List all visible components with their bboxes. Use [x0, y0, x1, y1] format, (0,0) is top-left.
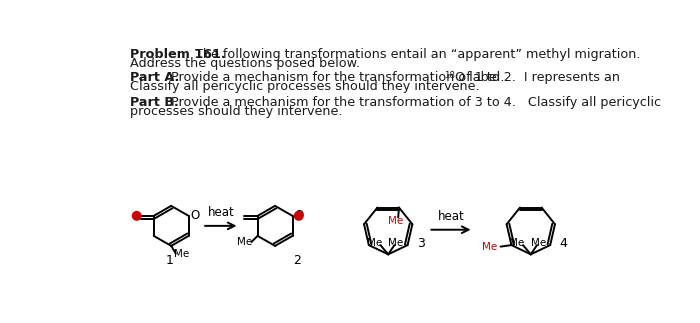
Text: Problem 161.: Problem 161.: [130, 48, 225, 61]
Text: 2: 2: [293, 254, 301, 266]
Text: 4: 4: [559, 237, 567, 250]
Text: Address the questions posed below.: Address the questions posed below.: [130, 57, 360, 70]
Text: The following transformations entail an “apparent” methyl migration.: The following transformations entail an …: [190, 48, 640, 61]
Text: O: O: [190, 209, 199, 222]
Text: Part A.: Part A.: [130, 71, 179, 84]
Text: Me: Me: [237, 237, 253, 247]
Text: Provide a mechanism for the transformation of 3 to 4.   Classify all pericyclic: Provide a mechanism for the transformati…: [163, 96, 662, 109]
Text: Me: Me: [531, 238, 546, 248]
Text: Me: Me: [367, 238, 382, 248]
Text: Part B.: Part B.: [130, 96, 179, 109]
Text: Me: Me: [389, 238, 404, 248]
Text: Me: Me: [482, 242, 497, 252]
Text: Me: Me: [174, 249, 189, 259]
Circle shape: [132, 212, 141, 220]
Text: heat: heat: [207, 206, 234, 219]
Circle shape: [295, 212, 303, 220]
Text: processes should they intervene.: processes should they intervene.: [130, 105, 342, 118]
Text: 3: 3: [416, 237, 425, 250]
Text: Me: Me: [389, 216, 403, 226]
Text: Classify all pericyclic processes should they intervene.: Classify all pericyclic processes should…: [130, 80, 480, 93]
Text: heat: heat: [438, 210, 464, 223]
Text: Provide a mechanism for the transformation of 1 to 2.  I represents an: Provide a mechanism for the transformati…: [163, 71, 624, 84]
Text: O label.: O label.: [455, 71, 504, 84]
Text: 1: 1: [166, 254, 174, 266]
Text: 18: 18: [444, 71, 455, 80]
Text: Me: Me: [509, 238, 524, 248]
Text: O: O: [294, 209, 303, 222]
